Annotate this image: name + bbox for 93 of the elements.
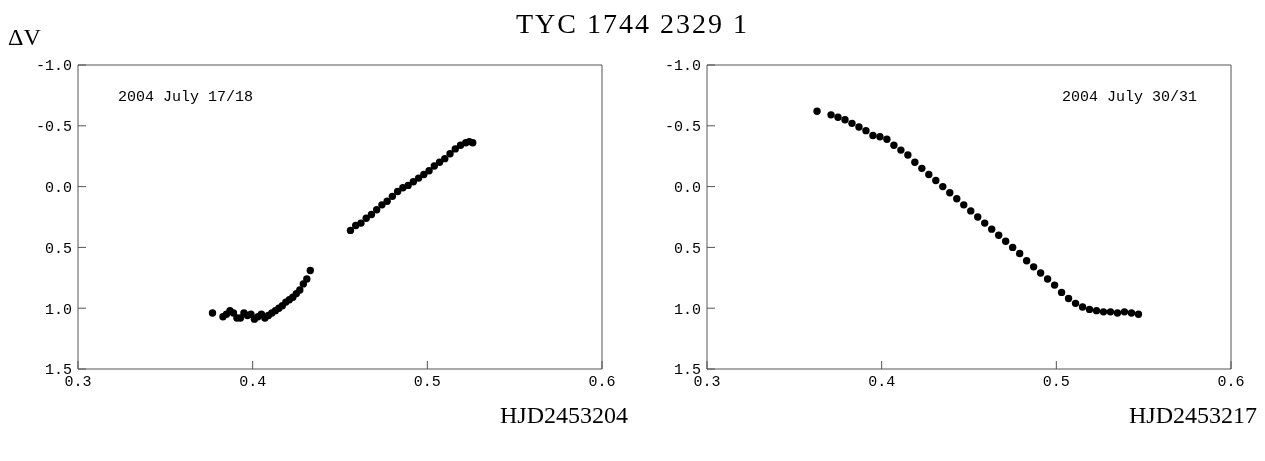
point xyxy=(1001,237,1010,246)
point xyxy=(855,123,863,131)
point xyxy=(897,146,905,154)
point xyxy=(441,154,449,163)
point xyxy=(420,170,428,179)
point xyxy=(848,119,856,128)
point xyxy=(1078,303,1087,311)
y-tick-label: -1.0 xyxy=(35,58,72,76)
point xyxy=(1064,294,1073,303)
point xyxy=(960,201,968,209)
point xyxy=(1127,309,1136,317)
point xyxy=(446,150,454,158)
x-tick-label: 0.5 xyxy=(1042,373,1070,391)
point xyxy=(1015,249,1024,258)
point xyxy=(247,310,255,318)
point xyxy=(414,174,423,182)
point xyxy=(393,187,402,196)
point xyxy=(841,116,849,124)
point xyxy=(367,210,376,219)
point xyxy=(1092,306,1101,315)
point xyxy=(967,207,975,215)
y-tick-label: 0.5 xyxy=(673,240,701,258)
point xyxy=(925,170,933,179)
point xyxy=(1050,281,1059,289)
y-tick-label: -0.5 xyxy=(664,119,701,137)
y-tick-label: 0.0 xyxy=(673,179,701,197)
point xyxy=(883,135,891,143)
point xyxy=(306,266,315,275)
point xyxy=(1071,299,1080,308)
y-tick-label: 0.5 xyxy=(44,240,72,258)
point xyxy=(939,182,947,191)
point xyxy=(383,197,391,205)
point xyxy=(357,219,365,227)
point xyxy=(1022,257,1031,265)
point xyxy=(1099,308,1108,316)
x-axis-title: HJD2453217 xyxy=(1128,402,1257,429)
annotation: 2004 July 17/18 xyxy=(118,89,254,106)
point xyxy=(296,286,304,294)
point xyxy=(388,192,397,201)
point xyxy=(1134,310,1143,318)
point xyxy=(974,213,982,221)
y-tick-label: 1.0 xyxy=(673,301,701,319)
point xyxy=(208,309,217,317)
y-tick-label: -1.0 xyxy=(664,58,701,76)
point xyxy=(876,133,884,141)
point xyxy=(1106,308,1115,316)
point xyxy=(1057,288,1066,297)
point xyxy=(378,201,386,209)
point xyxy=(435,158,444,166)
point xyxy=(988,225,996,233)
point xyxy=(469,139,477,147)
x-axis-title: HJD2453204 xyxy=(499,402,628,429)
point xyxy=(1029,263,1038,271)
point xyxy=(904,151,912,159)
point xyxy=(409,178,418,186)
annotation: 2004 July 30/31 xyxy=(1061,89,1197,106)
point xyxy=(946,188,954,197)
x-tick-label: 0.5 xyxy=(413,373,441,391)
point xyxy=(953,195,961,203)
point xyxy=(813,107,821,115)
point xyxy=(869,131,877,140)
point xyxy=(451,145,459,153)
y-axis-title: ΔV xyxy=(8,24,41,51)
point xyxy=(911,158,919,166)
point xyxy=(918,164,926,173)
point xyxy=(362,214,370,222)
x-tick-label: 0.6 xyxy=(1217,373,1245,391)
point xyxy=(890,141,898,149)
point xyxy=(404,181,412,190)
x-tick-label: 0.4 xyxy=(868,373,896,391)
point xyxy=(834,113,842,121)
x-tick-label: 0.4 xyxy=(239,373,267,391)
point xyxy=(1043,275,1052,283)
y-tick-label: 0.0 xyxy=(44,179,72,197)
point xyxy=(430,162,439,170)
point xyxy=(932,176,940,185)
point xyxy=(303,275,311,283)
y-tick-label: 1.0 xyxy=(44,301,72,319)
point xyxy=(346,226,355,235)
point xyxy=(372,206,381,214)
y-tick-label: -0.5 xyxy=(35,119,72,137)
point xyxy=(425,167,433,175)
point xyxy=(981,219,989,227)
x-tick-label: 0.6 xyxy=(588,373,616,391)
point xyxy=(994,231,1003,239)
point xyxy=(862,126,870,135)
point xyxy=(1113,309,1122,317)
point xyxy=(1120,308,1129,316)
point xyxy=(1036,269,1045,277)
point xyxy=(1085,305,1094,314)
point xyxy=(827,111,835,119)
chart-title: TYC 1744 2329 1 xyxy=(516,8,749,39)
point xyxy=(1008,243,1017,252)
